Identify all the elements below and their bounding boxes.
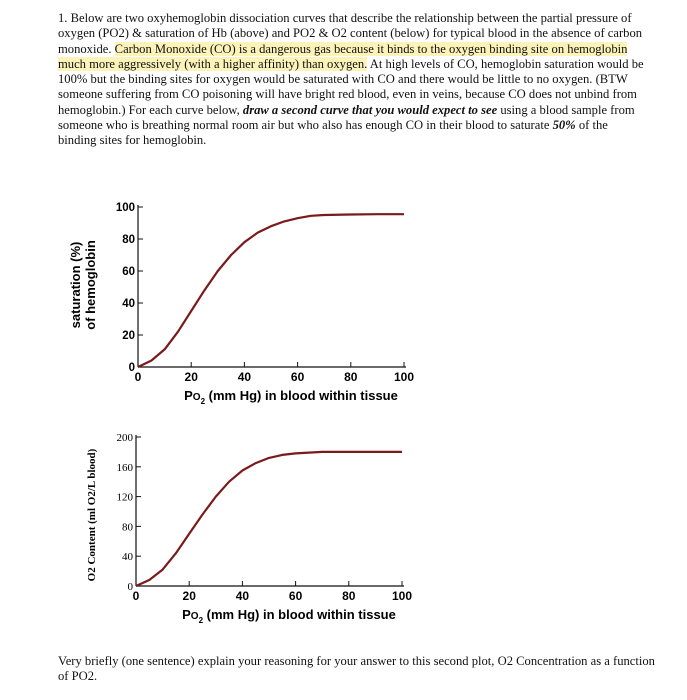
y-tick-label: 0 <box>129 362 135 374</box>
x-tick-label: 0 <box>133 589 140 603</box>
y-tick-label: 120 <box>117 492 134 504</box>
y-tick-label: 100 <box>116 202 135 214</box>
x-tick-label: 60 <box>291 370 305 384</box>
x-tick-label: 60 <box>289 589 303 603</box>
y-tick-label: 80 <box>122 521 134 533</box>
x-axis-label-p: P <box>184 388 193 403</box>
y-axis-label: O2 Content (ml O2/L blood) <box>86 448 98 581</box>
highlighted-text: Carbon Monoxide (CO) is a dangerous gas … <box>58 41 628 71</box>
y-axis-label-line2: of hemoglobin <box>83 240 98 330</box>
o2-content-chart: 0 40 80 120 160 200 0 20 40 60 80 100 PO2 (mm Hg) in… <box>50 420 430 640</box>
y-tick-label: 40 <box>122 298 135 310</box>
x-axis-label-rest: (mm Hg) in blood within tissue <box>205 388 398 403</box>
y-tick-label: 0 <box>128 581 134 593</box>
y-tick-label: 20 <box>122 330 135 342</box>
x-tick-label: 40 <box>236 589 250 603</box>
o2-content-chart-svg: 0 40 80 120 160 200 0 20 40 60 80 100 PO2 (mm Hg) in… <box>86 432 412 625</box>
x-tick-label: 100 <box>394 370 414 384</box>
x-axis-label-o: O <box>191 611 199 622</box>
x-axis-label-2: 2 <box>199 616 204 625</box>
question-paragraph: 1. Below are two oxyhemoglobin dissociat… <box>58 11 648 149</box>
x-tick-label: 20 <box>183 589 197 603</box>
data-curve <box>135 450 402 588</box>
emphasis-percent: 50% <box>552 118 576 133</box>
x-tick-label: 100 <box>392 589 412 603</box>
question-body: At high levels of CO, hemoglobin saturat… <box>58 56 644 117</box>
y-tick-label: 160 <box>117 462 134 474</box>
y-tick-label: 200 <box>117 432 134 444</box>
x-tick-label: 0 <box>135 370 142 384</box>
question-text: 1. Below are two oxyhemoglobin dissociat… <box>58 11 648 149</box>
x-tick-label: 20 <box>185 370 199 384</box>
x-axis-label-o: O <box>193 392 201 403</box>
question-end: of the binding sites for hemoglobin. <box>58 118 608 148</box>
x-axis-label-p: P <box>182 607 191 622</box>
saturation-chart: 0 20 40 60 80 100 0 20 40 60 80 100 PO2 (mm Hg) in b… <box>50 195 430 425</box>
x-tick-label: 80 <box>344 370 358 384</box>
y-axis-label: saturation (%)of hemoglobin <box>68 240 98 330</box>
x-axis-label: PO2 (mm Hg) in blood within tissue <box>184 388 398 406</box>
saturation-chart-svg: 0 20 40 60 80 100 0 20 40 60 80 100 PO2 (mm Hg) in b… <box>68 202 414 406</box>
x-tick-label: 80 <box>342 589 356 603</box>
y-tick-label: 80 <box>122 234 135 246</box>
y-tick-label: 40 <box>122 551 134 563</box>
question-intro: 1. Below are two oxyhemoglobin dissociat… <box>58 11 643 56</box>
emphasis-instruction: draw a second curve that you would expec… <box>242 102 498 117</box>
x-tick-label: 40 <box>238 370 252 384</box>
x-axis-label-rest: (mm Hg) in blood within tissue <box>203 607 396 622</box>
question-body-2: using a blood sample from someone who is… <box>58 102 635 133</box>
x-axis-label: PO2 (mm Hg) in blood within tissue <box>182 607 396 625</box>
y-tick-label: 60 <box>122 266 135 278</box>
x-axis-label-2: 2 <box>201 397 206 406</box>
footer-question: Very briefly (one sentence) explain your… <box>58 654 655 684</box>
y-axis-label-line1: saturation (%) <box>68 242 83 329</box>
data-curve <box>137 213 404 368</box>
